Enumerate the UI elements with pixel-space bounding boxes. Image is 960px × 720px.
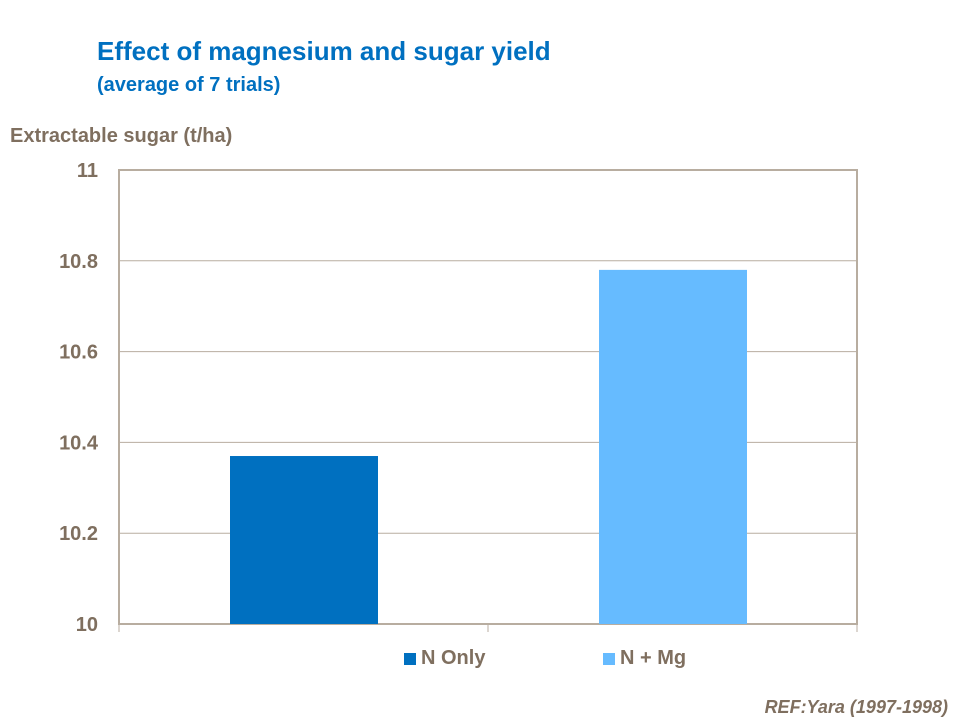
reference-note: REF:Yara (1997-1998) xyxy=(764,697,948,717)
legend-item-n-mg: N + Mg xyxy=(603,647,686,670)
y-tick-label: 11 xyxy=(77,160,98,182)
legend-label: N + Mg xyxy=(620,647,687,669)
y-tick-label: 10.2 xyxy=(59,523,98,545)
bar-n-mg xyxy=(599,269,747,624)
y-tick-label: 10.8 xyxy=(59,251,98,273)
y-tick-label: 10 xyxy=(76,614,98,636)
legend-swatch xyxy=(603,652,615,665)
legend-item-n-only: N Only xyxy=(404,647,485,670)
y-axis-label: Extractable sugar (t/ha) xyxy=(10,125,233,147)
chart-subtitle: (average of 7 trials) xyxy=(97,74,281,96)
y-tick-label: 10.6 xyxy=(59,342,98,364)
legend-label: N Only xyxy=(421,647,486,669)
bar-n-only xyxy=(230,456,378,624)
chart-title: Effect of magnesium and sugar yield xyxy=(97,36,551,66)
legend-swatch xyxy=(404,652,416,665)
y-tick-label: 10.4 xyxy=(59,432,99,454)
